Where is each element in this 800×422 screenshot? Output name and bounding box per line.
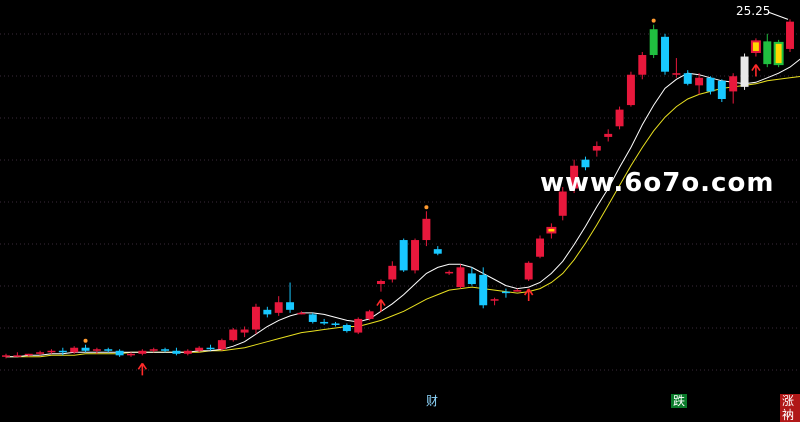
candle-body: [706, 77, 715, 92]
candle-body: [615, 109, 624, 127]
candle-body: [2, 355, 10, 357]
candle-body: [683, 73, 692, 84]
candle-body: [104, 349, 113, 351]
candle-body: [217, 340, 226, 350]
candle-body: [661, 36, 669, 72]
candle-body: [206, 347, 215, 350]
candle-body: [763, 41, 772, 65]
candle-body: [717, 80, 726, 99]
candle-body: [740, 56, 749, 87]
candle-body: [570, 165, 579, 189]
candle-body: [399, 240, 408, 271]
candle-body: [138, 350, 147, 354]
candle-body: [149, 349, 158, 351]
candle-body: [695, 77, 704, 86]
finance-tag[interactable]: 财: [426, 394, 439, 408]
candle-body: [172, 350, 181, 354]
candle-body: [501, 291, 510, 294]
candle-body: [536, 238, 545, 257]
candle-body: [195, 347, 204, 351]
candle-body: [422, 218, 431, 241]
candle-body: [490, 299, 499, 301]
up-arrow-icon: [137, 362, 148, 376]
candle-body: [445, 271, 454, 274]
candle-body: [13, 355, 22, 357]
candle-body: [649, 29, 658, 56]
candle-body: [433, 249, 442, 254]
candle-body: [47, 350, 56, 353]
candle-body: [467, 273, 476, 285]
candle-body: [229, 329, 238, 341]
candle-body: [274, 302, 283, 313]
candle-body: [263, 309, 272, 315]
fall-tag[interactable]: 跌: [671, 394, 688, 408]
candle-body: [127, 353, 135, 356]
peak-marker: [424, 205, 429, 210]
up-arrow-icon: [376, 299, 386, 312]
max-price-label: 25.25: [736, 4, 771, 18]
candle-body: [342, 324, 351, 332]
candle-body: [320, 321, 329, 324]
candle-body: [354, 318, 363, 333]
candle-body: [388, 265, 397, 280]
candle-body: [115, 350, 124, 356]
candle-body: [36, 352, 45, 354]
candle-body: [81, 347, 90, 351]
candle-body: [161, 349, 170, 351]
candle-body: [750, 40, 761, 53]
candle-body: [729, 76, 738, 92]
candle-body: [308, 314, 317, 322]
candle-body: [331, 323, 340, 325]
candle-body: [456, 267, 465, 288]
candle-body: [240, 329, 249, 333]
candle-body: [626, 74, 635, 106]
candle-body: [24, 353, 33, 356]
up-arrow-icon: [524, 288, 534, 301]
candle-body: [786, 21, 794, 49]
candle-body: [286, 302, 295, 310]
peak-marker: [83, 338, 88, 343]
rise-tag[interactable]: 涨衲: [780, 394, 800, 422]
candle-body: [524, 262, 533, 280]
candle-body: [70, 347, 79, 353]
candle-body: [58, 350, 67, 353]
watermark-text: www.6o7o.com: [540, 168, 775, 198]
candle-body: [376, 281, 385, 285]
peak-marker: [651, 18, 656, 23]
candle-body: [183, 350, 192, 354]
candle-body: [592, 146, 601, 151]
candle-body: [411, 240, 420, 271]
candle-body: [546, 226, 557, 234]
candle-body: [581, 159, 590, 168]
candle-body: [558, 191, 567, 216]
candle-body: [365, 311, 374, 319]
candle-body: [604, 133, 613, 137]
candle-body: [251, 306, 260, 330]
candle-body: [513, 290, 522, 292]
up-arrow-icon: [751, 64, 761, 77]
candle-body: [297, 312, 306, 315]
candle-body: [672, 73, 681, 75]
candle-body: [773, 41, 784, 66]
max-label-pointer: [767, 11, 789, 20]
candle-body: [92, 349, 101, 351]
candle-body: [479, 274, 488, 306]
candle-body: [638, 55, 647, 75]
candlestick-chart: [0, 11, 800, 376]
